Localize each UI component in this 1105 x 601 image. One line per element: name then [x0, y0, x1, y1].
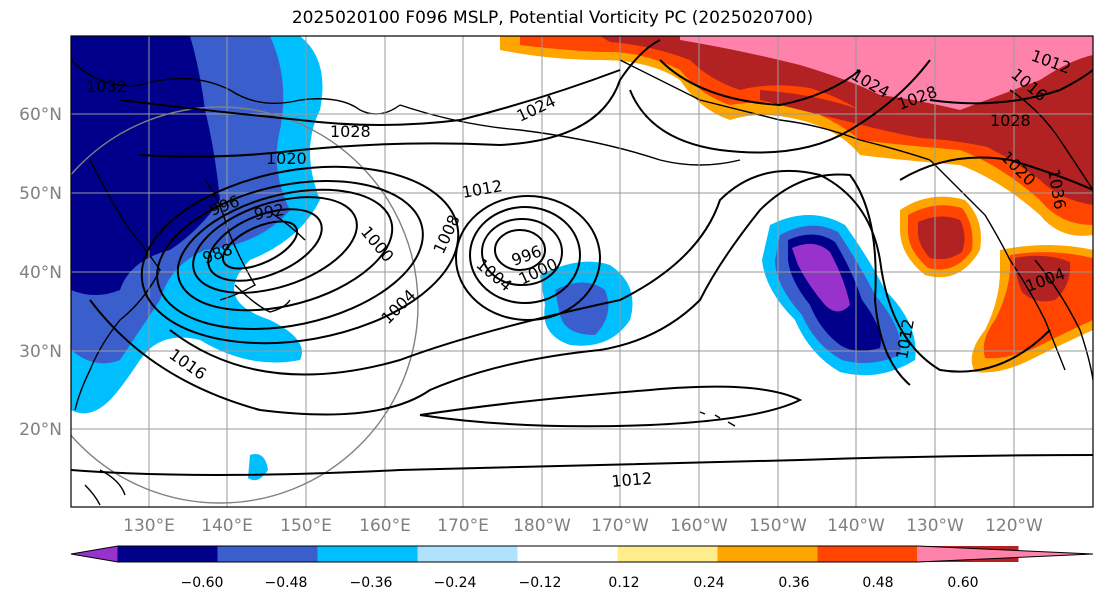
colorbar-segment — [417, 546, 519, 562]
contour-label: 1020 — [266, 149, 307, 168]
map-area — [71, 36, 1093, 507]
lon-label: 160°W — [670, 516, 728, 536]
colorbar-tick: 0.12 — [608, 575, 639, 591]
lon-label: 160°E — [359, 516, 411, 536]
contour-label: 1028 — [330, 122, 371, 141]
colorbar-tick: −0.12 — [519, 575, 562, 591]
map-frame — [70, 35, 1094, 508]
colorbar-segment — [217, 546, 319, 562]
colorbar — [70, 545, 1094, 563]
colorbar-tick: −0.24 — [434, 575, 477, 591]
latitude-labels: 60°N 50°N 40°N 30°N 20°N — [19, 105, 62, 440]
colorbar-tick: 0.48 — [862, 575, 893, 591]
contour-label: 1012 — [611, 469, 653, 491]
contour-label: 1032 — [86, 77, 127, 96]
lon-label: 140°W — [827, 516, 885, 536]
colorbar-segment — [117, 546, 219, 562]
lon-label: 130°W — [906, 516, 964, 536]
colorbar-segment — [717, 546, 819, 562]
colorbar-tick: 0.24 — [693, 575, 724, 591]
lat-label: 40°N — [19, 263, 62, 283]
lon-label: 130°E — [123, 516, 175, 536]
lon-label: 170°W — [591, 516, 649, 536]
lon-label: 140°E — [201, 516, 253, 536]
lat-label: 30°N — [19, 342, 62, 362]
figure-title: 2025020100 F096 MSLP, Potential Vorticit… — [291, 8, 814, 28]
negative-pv-east — [762, 215, 916, 376]
colorbar-segment — [517, 546, 619, 562]
lon-label: 150°W — [749, 516, 807, 536]
projection-circle — [71, 106, 419, 504]
negative-pv-west — [71, 36, 633, 481]
lat-label: 20°N — [19, 420, 62, 440]
lat-label: 50°N — [19, 184, 62, 204]
colorbar-segment — [317, 546, 419, 562]
isobars — [71, 39, 1093, 476]
longitude-labels: 130°E 140°E 150°E 160°E 170°E 180°W 170°… — [123, 516, 1043, 536]
colorbar-tick-labels: −0.60 −0.48 −0.36 −0.24 −0.12 0.12 0.24 … — [181, 575, 979, 591]
colorbar-segment — [617, 546, 719, 562]
colorbar-outline — [70, 545, 1094, 563]
colorbar-tick: 0.60 — [947, 575, 978, 591]
lon-label: 150°E — [280, 516, 332, 536]
contour-label: 1028 — [990, 111, 1031, 130]
colorbar-tick: −0.60 — [181, 575, 224, 591]
colorbar-segment — [917, 546, 1093, 562]
positive-pv-alaska — [500, 36, 1093, 236]
lon-label: 180°W — [513, 516, 571, 536]
lon-label: 170°E — [437, 516, 489, 536]
colorbar-tick: −0.36 — [350, 575, 393, 591]
colorbar-tick: 0.36 — [778, 575, 809, 591]
colorbar-segment — [817, 546, 919, 562]
colorbar-segment — [71, 546, 119, 562]
colorbar-tick: −0.48 — [265, 575, 308, 591]
lon-label: 120°W — [985, 516, 1043, 536]
lat-label: 60°N — [19, 105, 62, 125]
